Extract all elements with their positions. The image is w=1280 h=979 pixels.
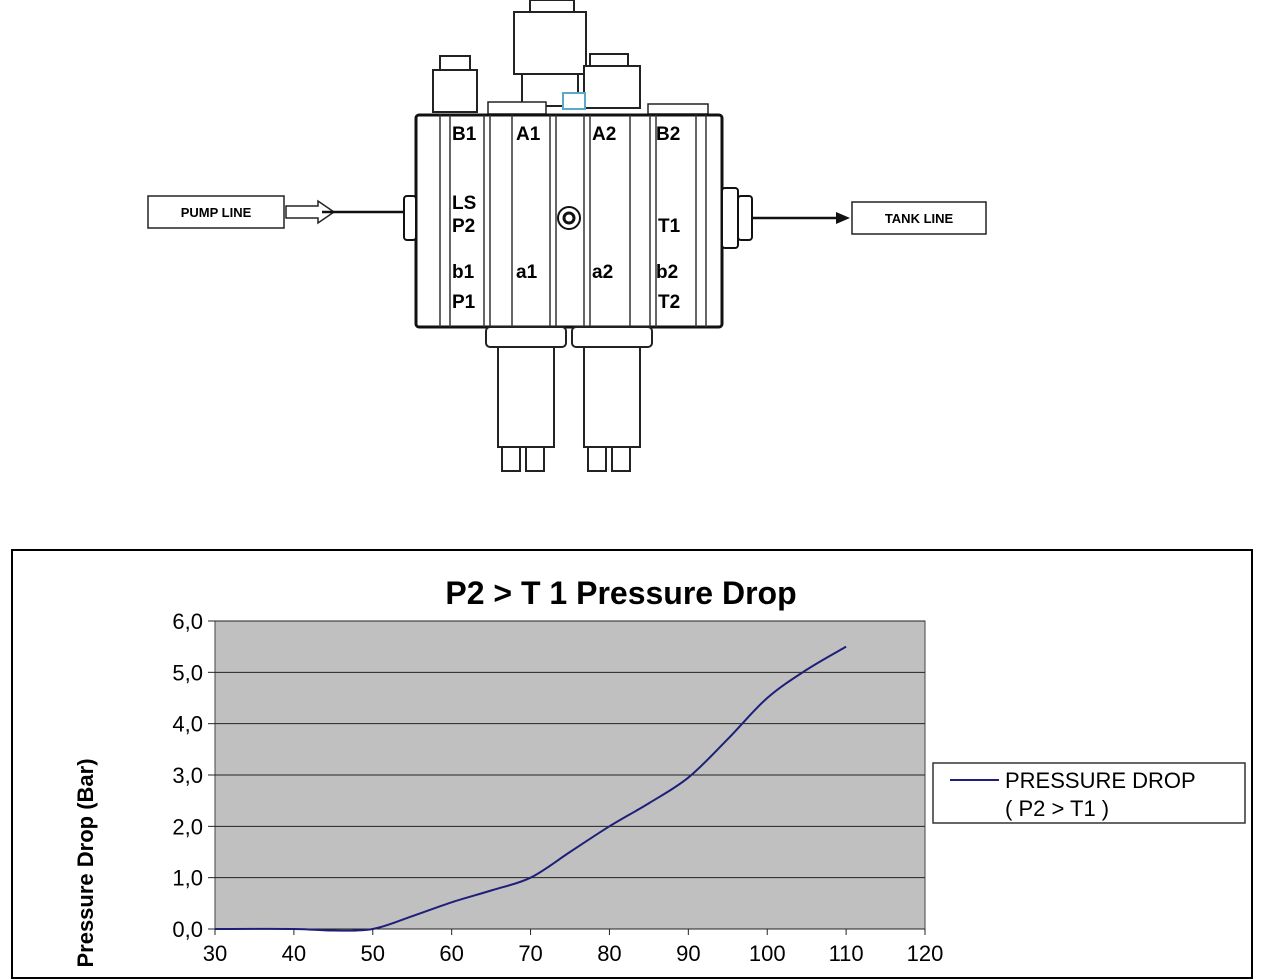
port-label-t2: T2: [658, 292, 680, 313]
y-tick-label: 4,0: [172, 712, 203, 737]
x-tick-label: 100: [749, 941, 786, 966]
x-tick-label: 60: [439, 941, 463, 966]
tank-line-label: TANK LINE: [885, 211, 954, 226]
left-fitting: [433, 56, 477, 112]
port-label-b2-upper: B2: [656, 124, 680, 145]
port-label-b1-upper: B1: [452, 124, 477, 145]
port-label-a1-lower: a1: [516, 262, 538, 283]
port-label-ls: LS: [452, 193, 476, 214]
chart-frame: P2 > T 1 Pressure Drop 0,0 1,0 2,0 3,0 4,0 5,…: [11, 549, 1253, 979]
tank-line-group: TANK LINE: [752, 202, 986, 234]
y-tick-label: 5,0: [172, 660, 203, 685]
top-solenoid: [514, 0, 586, 106]
x-tick-label: 70: [518, 941, 542, 966]
bottom-solenoid-left: [486, 327, 566, 471]
port-label-p1: P1: [452, 292, 476, 313]
port-label-a2-upper: A2: [592, 124, 616, 145]
port-label-t1: T1: [658, 216, 681, 237]
y-tick-label: 1,0: [172, 866, 203, 891]
x-tick-label: 110: [829, 941, 864, 966]
y-axis-label: Pressure Drop (Bar): [73, 758, 98, 967]
x-tick-label: 80: [597, 941, 621, 966]
plot-area: [215, 621, 925, 931]
legend-series-name: PRESSURE DROP: [1005, 768, 1196, 793]
x-tick-label: 40: [282, 941, 306, 966]
tank-flow-arrowhead: [836, 212, 850, 224]
legend: PRESSURE DROP ( P2 > T1 ): [933, 763, 1245, 823]
y-tick-label: 6,0: [172, 609, 203, 634]
port-label-b1-lower: b1: [452, 262, 475, 283]
pump-line-group: PUMP LINE: [148, 196, 404, 228]
pressure-drop-chart: P2 > T 1 Pressure Drop 0,0 1,0 2,0 3,0 4,0 5,…: [13, 551, 1251, 977]
port-label-a2-lower: a2: [592, 262, 613, 283]
x-axis-ticks: 30 40 50 60 70 80 90 100 110 120: [203, 929, 944, 966]
valve-diagram: B1 A1 A2 B2 LS P2 T1 b1 a1 a2 b2 P1 T2 P…: [0, 0, 1280, 545]
chart-title: P2 > T 1 Pressure Drop: [445, 575, 796, 611]
port-label-p2: P2: [452, 216, 475, 237]
legend-series-subname: ( P2 > T1 ): [1005, 796, 1109, 821]
x-tick-label: 120: [907, 941, 944, 966]
x-tick-label: 90: [676, 941, 700, 966]
pump-side-fitting: [404, 196, 416, 240]
y-tick-label: 3,0: [172, 763, 203, 788]
pump-line-label: PUMP LINE: [181, 205, 252, 220]
tank-side-fitting: [722, 188, 752, 248]
x-tick-label: 50: [361, 941, 385, 966]
y-tick-label: 0,0: [172, 917, 203, 942]
x-tick-label: 30: [203, 941, 227, 966]
y-axis-ticks: 0,0 1,0 2,0 3,0 4,0 5,0 6,0: [172, 609, 215, 942]
y-tick-label: 2,0: [172, 814, 203, 839]
bottom-solenoid-right: [572, 327, 652, 471]
port-label-b2-lower: b2: [656, 262, 678, 283]
port-label-a1-upper: A1: [516, 124, 541, 145]
